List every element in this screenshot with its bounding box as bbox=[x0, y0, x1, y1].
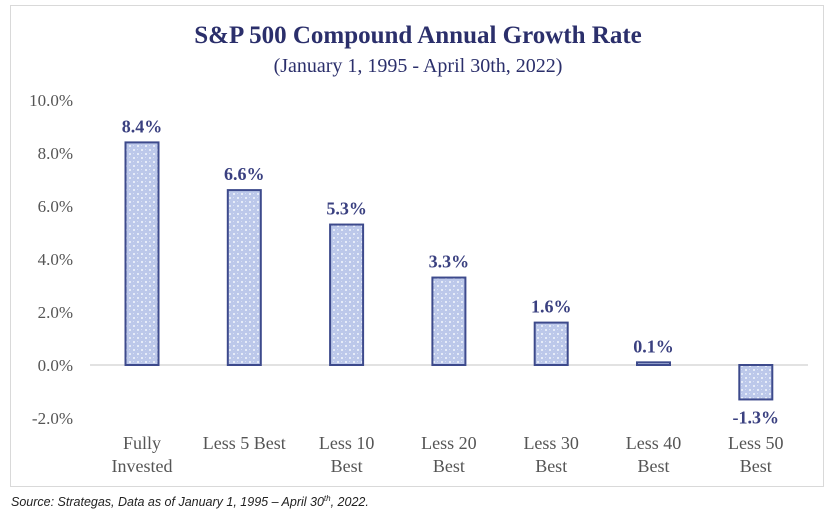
bar-chart: S&P 500 Compound Annual Growth Rate (Jan… bbox=[29, 22, 808, 476]
y-tick-label: -2.0% bbox=[32, 409, 73, 428]
x-category-label: Less 50 bbox=[728, 433, 784, 453]
source-note: Source: Strategas, Data as of January 1,… bbox=[11, 494, 369, 509]
y-tick-label: 4.0% bbox=[38, 250, 73, 269]
bar bbox=[431, 276, 467, 366]
x-category-label: Best bbox=[740, 456, 772, 476]
x-category-label: Best bbox=[535, 456, 567, 476]
x-category-label: Less 5 Best bbox=[203, 433, 286, 453]
bars bbox=[124, 141, 774, 401]
bar bbox=[226, 189, 262, 366]
chart-title: S&P 500 Compound Annual Growth Rate bbox=[194, 22, 642, 49]
y-tick-label: 8.0% bbox=[38, 144, 73, 163]
y-tick-label: 6.0% bbox=[38, 197, 73, 216]
bar bbox=[636, 361, 671, 367]
y-axis: 10.0% 8.0% 6.0% 4.0% 2.0% 0.0% -2.0% bbox=[29, 91, 73, 428]
x-axis-categories: Fully Invested Less 5 Best Less 10 Best Less … bbox=[112, 433, 784, 476]
bar bbox=[533, 321, 569, 367]
data-labels: 8.4% 6.6% 5.3% 3.3% 1.6% 0.1% -1.3% bbox=[122, 116, 779, 427]
x-category-label: Best bbox=[331, 456, 363, 476]
data-label: 1.6% bbox=[531, 297, 572, 317]
data-label: 0.1% bbox=[633, 336, 674, 356]
x-category-label: Less 40 bbox=[626, 433, 682, 453]
data-label: 6.6% bbox=[224, 164, 265, 184]
x-category-label: Best bbox=[637, 456, 669, 476]
data-label: 5.3% bbox=[326, 199, 367, 219]
source-superscript: th bbox=[323, 494, 331, 503]
bar bbox=[329, 223, 365, 366]
data-label: 8.4% bbox=[122, 116, 163, 136]
x-category-label: Invested bbox=[112, 456, 173, 476]
x-category-label: Best bbox=[433, 456, 465, 476]
x-category-label: Fully bbox=[123, 433, 161, 453]
source-text: Source: Strategas, Data as of January 1,… bbox=[11, 495, 324, 510]
y-tick-label: 0.0% bbox=[38, 356, 73, 375]
y-tick-label: 10.0% bbox=[29, 91, 73, 110]
x-category-label: Less 20 bbox=[421, 433, 477, 453]
bar bbox=[124, 141, 160, 366]
data-label: 3.3% bbox=[429, 252, 470, 272]
x-category-label: Less 10 bbox=[319, 433, 375, 453]
x-category-label: Less 30 bbox=[523, 433, 579, 453]
chart-subtitle: (January 1, 1995 - April 30th, 2022) bbox=[274, 55, 563, 77]
bar bbox=[738, 364, 774, 401]
y-tick-label: 2.0% bbox=[38, 303, 73, 322]
source-text-end: , 2022. bbox=[330, 495, 369, 510]
data-label: -1.3% bbox=[733, 407, 780, 427]
